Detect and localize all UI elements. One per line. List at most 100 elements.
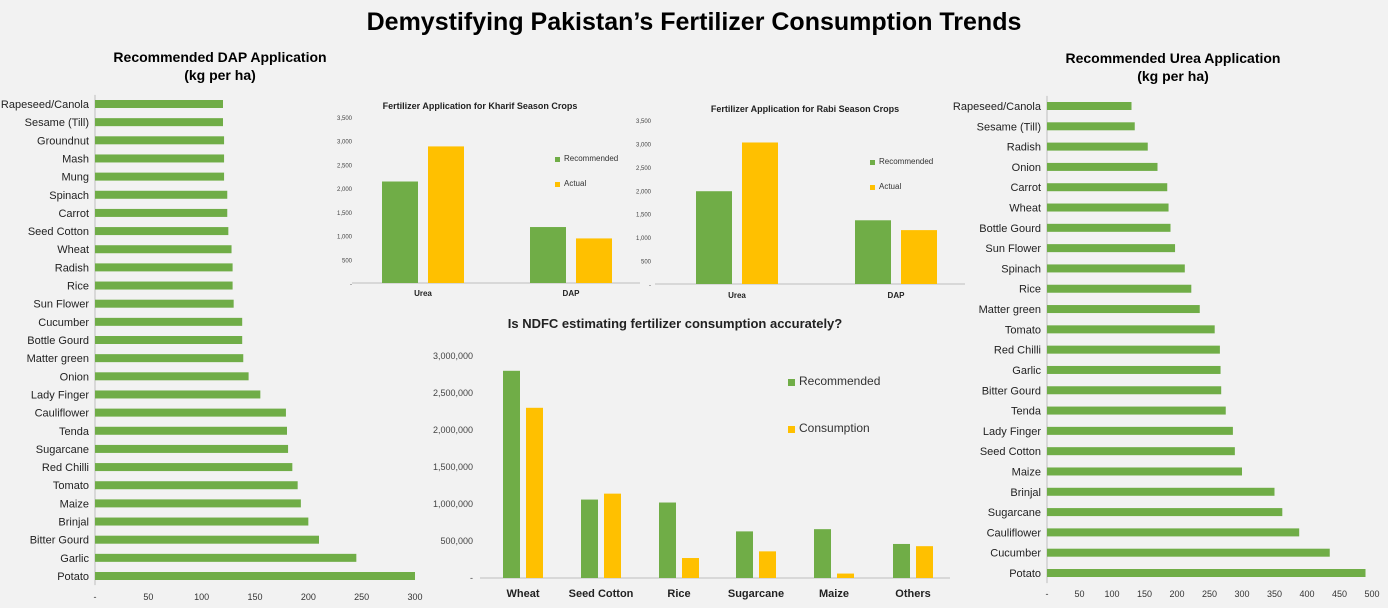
urea-category-label: Bitter Gourd xyxy=(982,385,1041,397)
urea-category-label: Carrot xyxy=(1010,182,1041,194)
rabi-tick-label: 3,500 xyxy=(636,119,652,125)
kharif-tick-label: 2,500 xyxy=(337,163,353,169)
urea-category-label: Lady Finger xyxy=(983,426,1041,438)
kharif-category-label: Urea xyxy=(414,289,432,298)
kharif-bar-actual xyxy=(428,146,464,283)
urea-bar xyxy=(1047,365,1221,374)
urea-tick-label: 300 xyxy=(1234,589,1249,599)
dap-category-label: Lady Finger xyxy=(31,389,89,401)
dap-category-label: Rice xyxy=(67,281,89,293)
urea-category-label: Rapeseed/Canola xyxy=(953,101,1042,113)
urea-bar xyxy=(1047,467,1242,476)
dap-bar xyxy=(95,499,301,508)
dap-bar xyxy=(95,208,228,217)
urea-tick-label: 200 xyxy=(1169,589,1184,599)
dap-category-label: Groundnut xyxy=(37,135,89,147)
dap-tick-label: 250 xyxy=(354,592,369,602)
dap-bar xyxy=(95,444,289,453)
ndfc-tick-label: 500,000 xyxy=(440,536,473,546)
dap-subtitle-text: (kg per ha) xyxy=(184,67,256,83)
rabi-bar-actual xyxy=(901,230,937,284)
urea-category-label: Spinach xyxy=(1001,263,1041,275)
dap-bar xyxy=(95,553,357,562)
rabi-bar-recommended xyxy=(855,220,891,284)
dap-category-label: Wheat xyxy=(57,244,89,256)
urea-category-label: Onion xyxy=(1012,162,1041,174)
kharif-bar-recommended xyxy=(382,181,418,283)
urea-bar xyxy=(1047,284,1192,293)
kharif-tick-label: 1,000 xyxy=(337,235,353,241)
kharif-tick-label: 2,000 xyxy=(337,187,353,193)
urea-category-label: Maize xyxy=(1012,466,1041,478)
ndfc-legend-label: Consumption xyxy=(799,421,870,435)
urea-tick-label: - xyxy=(1046,589,1049,599)
ndfc-bar-consumption xyxy=(604,493,621,578)
kharif-bar-actual xyxy=(576,238,612,283)
dap-category-label: Rapeseed/Canola xyxy=(1,99,90,111)
ndfc-tick-label: 1,500,000 xyxy=(433,462,473,472)
dap-bar xyxy=(95,317,243,326)
dap-bar xyxy=(95,245,232,254)
kharif-category-label: DAP xyxy=(563,289,581,298)
rabi-category-label: Urea xyxy=(728,291,746,300)
urea-bar xyxy=(1047,244,1176,253)
ndfc-category-label: Seed Cotton xyxy=(569,588,634,600)
urea-tick-label: 150 xyxy=(1137,589,1152,599)
kharif-tick-label: 500 xyxy=(342,258,353,264)
rabi-tick-label: 1,000 xyxy=(636,236,652,242)
ndfc-tick-label: 1,000,000 xyxy=(433,499,473,509)
dap-category-label: Sun Flower xyxy=(33,299,89,311)
dap-bar xyxy=(95,572,415,580)
dap-bar xyxy=(95,517,309,526)
dap-bar xyxy=(95,100,223,108)
urea-category-label: Wheat xyxy=(1009,203,1041,215)
kharif-tick-label: 3,000 xyxy=(337,140,353,146)
urea-bar xyxy=(1047,325,1215,334)
ndfc-bar-consumption xyxy=(759,551,776,578)
dap-bar xyxy=(95,190,228,199)
urea-category-label: Sun Flower xyxy=(985,243,1041,255)
dap-bar xyxy=(95,336,243,344)
dap-bar xyxy=(95,463,293,472)
ndfc-category-label: Wheat xyxy=(507,588,540,600)
dap-tick-label: 150 xyxy=(247,592,262,602)
kharif-legend-label: Actual xyxy=(564,179,586,188)
kharif-legend-label: Recommended xyxy=(564,154,618,163)
dap-category-label: Bitter Gourd xyxy=(30,535,89,547)
urea-bar xyxy=(1047,223,1171,232)
urea-bar xyxy=(1047,487,1275,496)
urea-bar xyxy=(1047,183,1168,192)
rabi-tick-label: 3,000 xyxy=(636,142,652,148)
dap-category-label: Mash xyxy=(62,153,89,165)
dap-tick-label: 200 xyxy=(301,592,316,602)
dap-category-label: Tenda xyxy=(59,426,90,438)
urea-tick-label: 400 xyxy=(1299,589,1314,599)
ndfc-bar-consumption xyxy=(916,546,933,578)
rabi-bar-recommended xyxy=(696,191,732,284)
dap-category-label: Radish xyxy=(55,262,89,274)
ndfc-bar-consumption xyxy=(682,558,699,578)
dap-category-label: Sesame (Till) xyxy=(25,117,89,129)
ndfc-bar-recommended xyxy=(659,502,676,578)
rabi-chart-title: Fertilizer Application for Rabi Season C… xyxy=(710,104,900,114)
urea-bar xyxy=(1047,345,1220,354)
urea-bar xyxy=(1047,264,1185,273)
dap-bar xyxy=(95,227,229,236)
kharif-tick-label: - xyxy=(350,282,352,288)
ndfc-tick-label: - xyxy=(470,573,473,583)
ndfc-bar-recommended xyxy=(736,531,753,578)
dap-bar xyxy=(95,481,298,490)
ndfc-legend-swatch xyxy=(788,379,795,386)
urea-tick-label: 450 xyxy=(1332,589,1347,599)
dap-tick-label: - xyxy=(94,592,97,602)
dap-bar xyxy=(95,299,234,308)
ndfc-category-label: Others xyxy=(895,588,930,600)
urea-tick-label: 500 xyxy=(1364,589,1379,599)
dap-category-label: Seed Cotton xyxy=(28,226,89,238)
ndfc-category-label: Maize xyxy=(819,588,849,600)
urea-subtitle-text: (kg per ha) xyxy=(1137,68,1209,84)
urea-bar xyxy=(1047,122,1135,131)
ndfc-tick-label: 2,000,000 xyxy=(433,425,473,435)
dap-bar xyxy=(95,535,319,544)
